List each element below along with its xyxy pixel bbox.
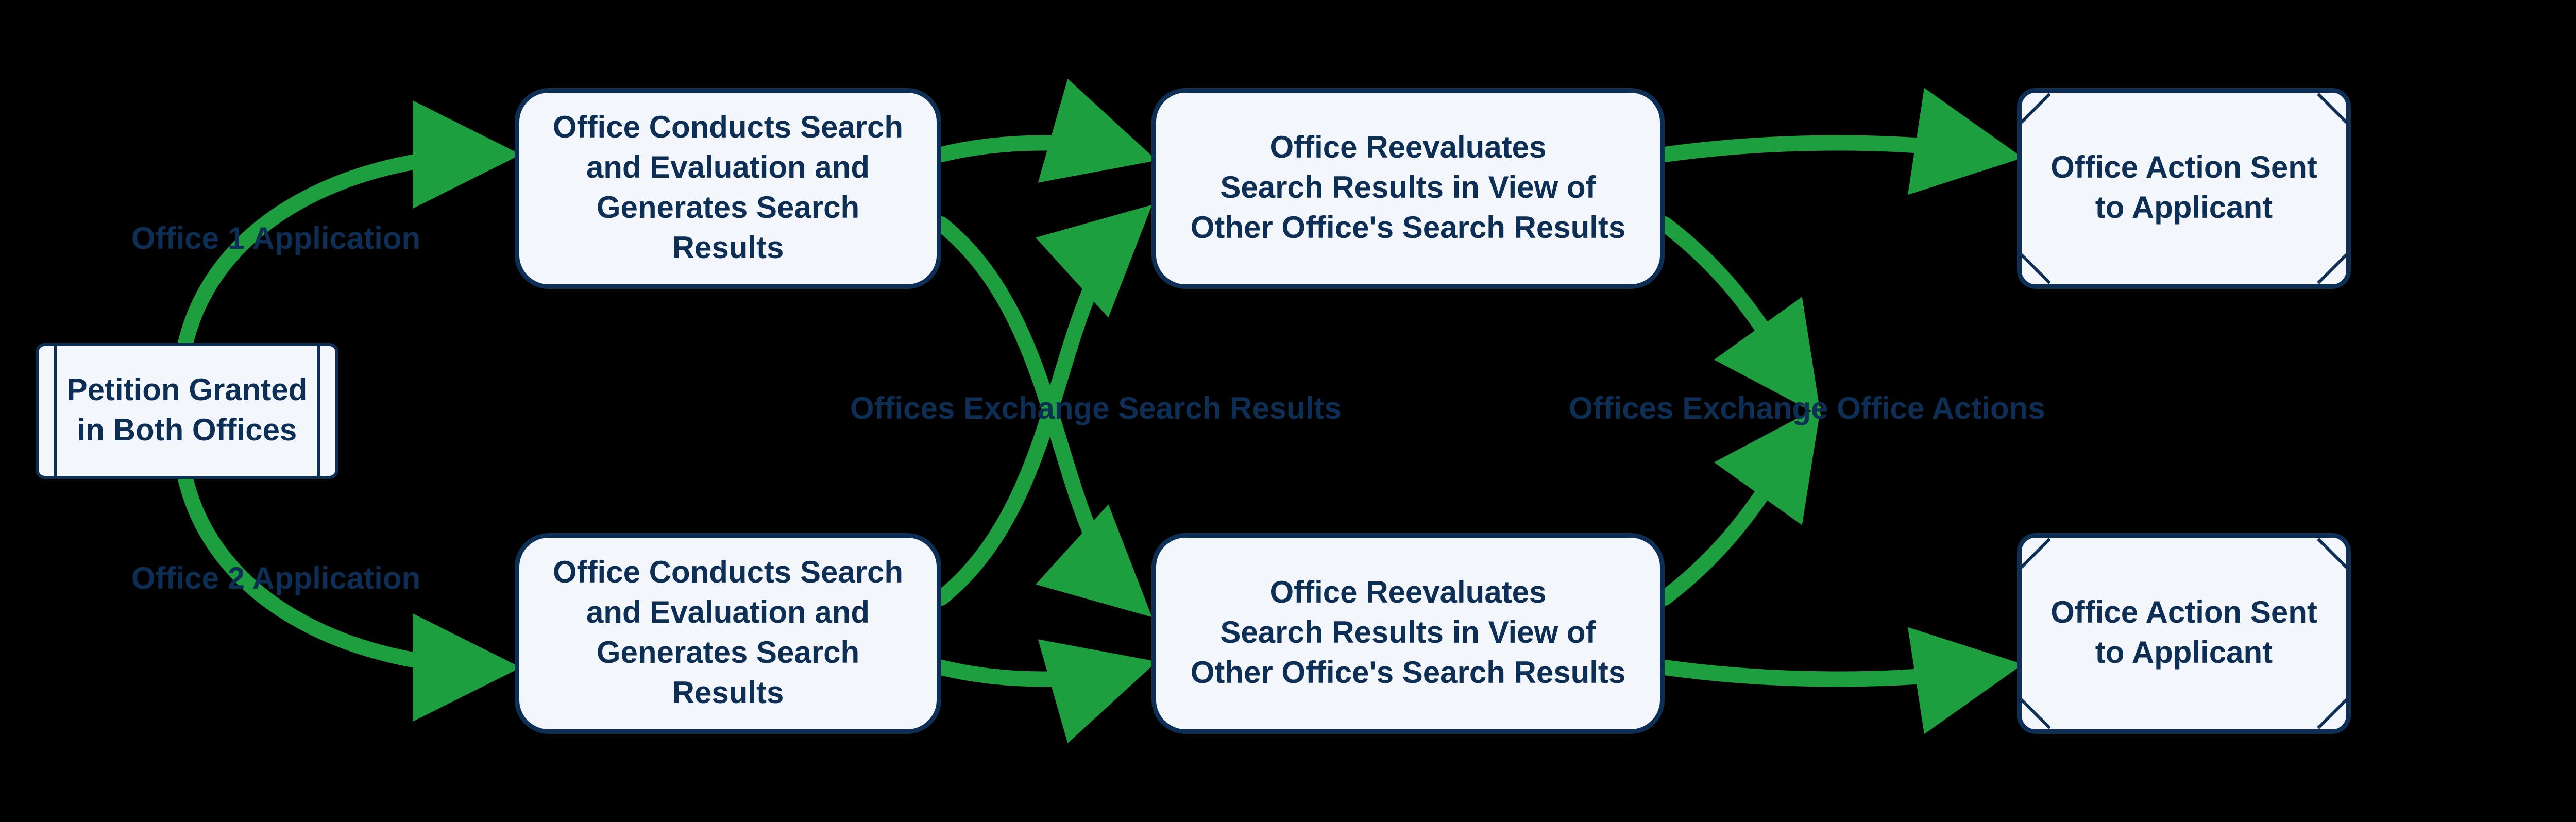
node-text-line: Office Reevaluates	[1191, 573, 1626, 613]
edge-reeval1-to-action1	[1665, 143, 2002, 155]
node-text-line: Search Results in View of	[1191, 613, 1626, 654]
node-text-line: Office Reevaluates	[1191, 128, 1626, 168]
node-text-line: Office Action Sent	[2050, 593, 2317, 633]
node-text-line: to Applicant	[2050, 633, 2317, 674]
node-text-line: Other Office's Search Results	[1191, 209, 1626, 249]
node-text-line: Generates Search Results	[547, 633, 909, 714]
edge-search2-to-reeval2	[941, 667, 1136, 679]
flowchart-stage: Petition Granted in Both Offices Office …	[0, 0, 2576, 822]
node-text-line: Other Office's Search Results	[1191, 654, 1626, 694]
node-text-line: in Both Offices	[67, 411, 308, 451]
node-reevaluate-office1: Office Reevaluates Search Results in Vie…	[1151, 88, 1665, 289]
annotation-exchange-actions: Offices Exchange Office Actions	[1569, 392, 2045, 428]
node-action-sent-office1: Office Action Sent to Applicant	[2017, 88, 2351, 289]
node-text-line: to Applicant	[2050, 189, 2317, 229]
annotation-exchange-results: Offices Exchange Search Results	[850, 392, 1342, 428]
edge-reeval2-to-action2	[1665, 667, 2002, 679]
edge-reeval2-to-center	[1665, 423, 1808, 598]
node-text-line: Office Conducts Search	[547, 553, 909, 593]
node-search-office2: Office Conducts Search and Evaluation an…	[515, 533, 941, 734]
edge-search1-to-reeval1	[941, 143, 1136, 155]
node-action-sent-office2: Office Action Sent to Applicant	[2017, 533, 2351, 734]
node-reevaluate-office2: Office Reevaluates Search Results in Vie…	[1151, 533, 1665, 734]
node-search-office1: Office Conducts Search and Evaluation an…	[515, 88, 941, 289]
node-text-line: Petition Granted	[67, 371, 308, 411]
node-text-line: Generates Search Results	[547, 189, 909, 269]
node-text-line: Office Action Sent	[2050, 148, 2317, 189]
start-side-left	[54, 346, 57, 476]
node-text-line: and Evaluation and	[547, 148, 909, 189]
node-text-line: Search Results in View of	[1191, 168, 1626, 209]
node-text-line: Office Conducts Search	[547, 108, 909, 148]
annotation-office1-application: Office 1 Application	[131, 222, 420, 258]
start-side-right	[317, 346, 320, 476]
annotation-office2-application: Office 2 Application	[131, 562, 420, 598]
node-text-line: and Evaluation and	[547, 593, 909, 633]
edge-reeval1-to-center	[1665, 224, 1808, 399]
node-petition-granted: Petition Granted in Both Offices	[36, 343, 338, 479]
